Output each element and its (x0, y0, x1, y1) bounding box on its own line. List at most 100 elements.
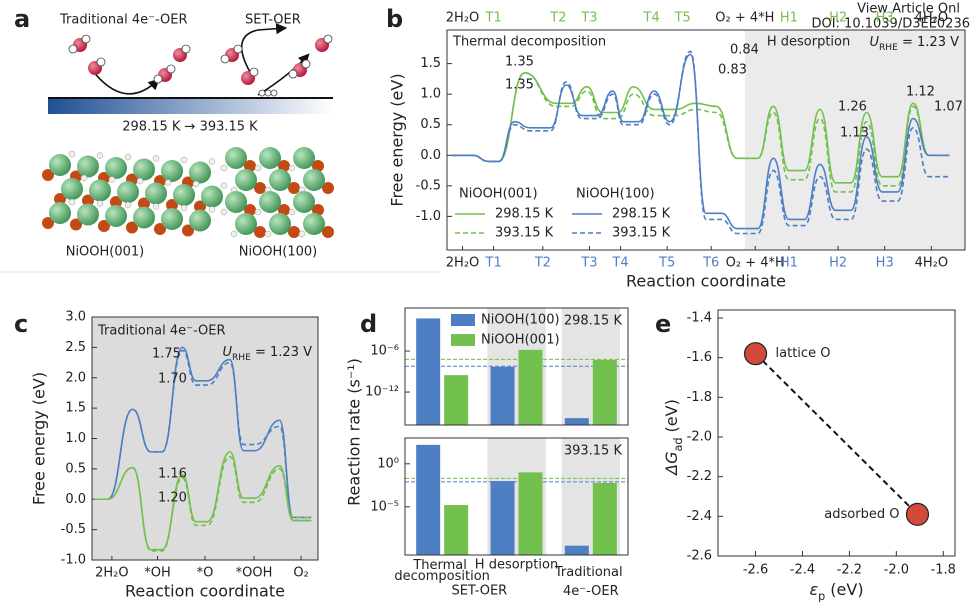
bar (490, 481, 515, 555)
legend-label: 393.15 K (612, 226, 671, 241)
molecules (68, 34, 333, 97)
x-axis-label-subscript: p (818, 590, 825, 602)
y-tick-label: -2.0 (687, 430, 712, 445)
hydrogen-atom (192, 180, 200, 188)
nickel-atom (189, 161, 211, 184)
x-tick-label: H3 (876, 256, 894, 271)
temperature-gradient (48, 98, 333, 114)
hydrogen-atom (68, 198, 76, 206)
view-article-link[interactable]: View Article Onl (857, 2, 960, 17)
hydrogen-atom (152, 155, 160, 162)
x-tick-label: T2 (534, 256, 551, 271)
nickel-atom (145, 182, 167, 205)
group-label: Traditional 4e⁻-OER (554, 565, 627, 599)
nickel-atom (161, 160, 183, 182)
nickel-atom (269, 169, 291, 191)
hydrogen-atom (124, 153, 132, 161)
top-tick-label: 2H₂O (446, 11, 480, 26)
bar (592, 482, 617, 555)
point-label: adsorbed O (824, 507, 899, 522)
legend-header: NiOOH(001) (459, 187, 538, 202)
hydrogen-atom (264, 89, 272, 97)
oxygen-atom (254, 226, 266, 238)
x-tick-label: 4H₂O (915, 256, 949, 271)
oxygen-atom (194, 200, 206, 213)
panel-letter: c (14, 310, 28, 338)
hydrogen-atom (288, 164, 296, 172)
annotation: 0.84 (730, 43, 759, 58)
potential-label-text: = 1.23 V (898, 35, 959, 50)
x-tick-label: *OH (144, 566, 171, 581)
nickel-atom (173, 184, 195, 206)
top-tick-label: T5 (674, 11, 691, 26)
oxygen-atom (54, 193, 66, 205)
panel-letter: a (14, 5, 30, 33)
nickel-atom (259, 191, 281, 213)
panel-letter: b (386, 5, 403, 33)
nickel-atom (293, 191, 315, 213)
oxygen-atom (288, 182, 300, 194)
x-axis-label: Reaction coordinate (626, 272, 786, 291)
bar (592, 359, 617, 425)
potential-label-subscript: RHE (232, 353, 251, 363)
oxygen-atom (126, 221, 138, 234)
oxygen-atom (82, 194, 94, 207)
y-axis-label: ΔGad (eV) (662, 399, 685, 477)
y-axis-label: Free energy (eV) (388, 73, 407, 206)
plot-frame (91, 316, 319, 561)
y-tick-label: -1.8 (687, 390, 712, 405)
hydrogen-atom (220, 208, 228, 216)
potential-label-subscript: RHE (879, 43, 898, 53)
y-tick-label: -1.4 (687, 311, 712, 326)
x-tick-label: H1 (780, 256, 798, 271)
legend-label: NiOOH(100) (481, 313, 560, 328)
nickel-atom (161, 208, 183, 230)
y-tick-label: 10⁻¹² (365, 385, 399, 400)
y-tick-label: 0.5 (65, 461, 86, 476)
y-tick-label: 3.0 (65, 310, 86, 325)
oxygen-atom (312, 204, 324, 216)
region-label: H desorption (767, 35, 850, 50)
nickel-atom (133, 206, 155, 229)
nickel-atom (293, 147, 315, 169)
legend-swatch (451, 334, 475, 346)
y-tick-label: 2.0 (65, 370, 86, 385)
nickel-atom (133, 158, 155, 181)
doi: DOI: 10.1039/D3EE0236 (811, 17, 970, 32)
annotation: 1.20 (158, 491, 187, 506)
oxygen-atom (182, 224, 194, 237)
label-line: 4e⁻-OER (563, 584, 619, 599)
annotation: 1.13 (840, 126, 869, 141)
x-tick-label: 2H₂O (446, 256, 480, 271)
shaded-region (92, 317, 318, 560)
panel-title: 298.15 K (564, 314, 623, 329)
y-tick-label: 10⁻⁵ (370, 499, 399, 514)
annotation: 1.75 (152, 347, 181, 362)
nickel-atom (303, 169, 325, 191)
y-tick-label: -1.0 (61, 553, 86, 568)
energy-line (94, 346, 312, 519)
oxygen-atom (244, 160, 256, 172)
hydrogen-atom (96, 57, 106, 67)
x-tick-label: T1 (485, 256, 502, 271)
point (743, 342, 768, 366)
hydrogen-atom (153, 74, 163, 84)
hydrogen-atom (166, 64, 176, 74)
x-tick-label: T5 (658, 256, 675, 271)
legend-label: NiOOH(001) (481, 333, 560, 348)
potential-label-text: = 1.23 V (251, 345, 312, 360)
y-tick-label: 1.0 (420, 87, 441, 102)
panel-title: Traditional 4e⁻-OER (97, 324, 225, 339)
hydrogen-atom (230, 230, 238, 238)
y-axis-label: Reaction rate (s⁻¹) (345, 358, 364, 506)
oxygen-atom (288, 226, 300, 238)
hydrogen-atom (233, 44, 243, 54)
bar (416, 444, 441, 555)
plot-frame (404, 307, 629, 426)
arrow (91, 69, 160, 95)
label-line: Traditional (554, 565, 627, 580)
right-caption: NiOOH(100) (239, 245, 318, 260)
oxygen-atom (42, 169, 54, 181)
nickel-atom (61, 178, 83, 200)
